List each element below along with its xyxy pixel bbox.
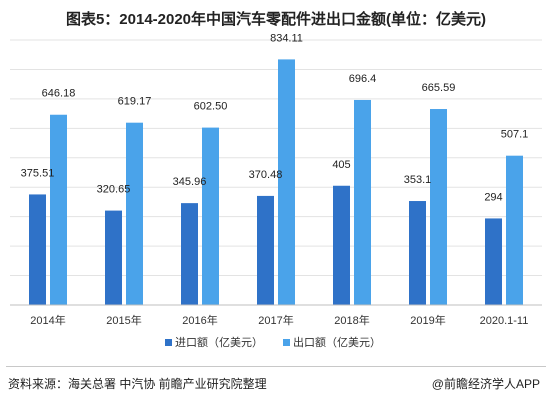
data-label: 370.48 xyxy=(249,169,283,181)
bar-export xyxy=(126,122,143,305)
legend-swatch xyxy=(283,339,290,346)
data-label: 345.96 xyxy=(173,176,207,188)
bar-import xyxy=(181,203,198,305)
legend: 进口额（亿美元） 出口额（亿美元） xyxy=(165,335,381,349)
bar-export xyxy=(202,127,219,305)
bar-import xyxy=(333,185,350,305)
bar-import xyxy=(29,194,46,305)
bars xyxy=(29,59,523,306)
legend-label: 进口额（亿美元） xyxy=(175,336,263,349)
bar-export xyxy=(506,155,523,305)
legend-swatch xyxy=(165,339,172,346)
data-label: 834.11 xyxy=(270,32,303,44)
data-label: 665.59 xyxy=(422,82,456,94)
x-tick-label: 2019年 xyxy=(410,313,445,327)
bar-export xyxy=(430,109,447,305)
x-tick-label: 2014年 xyxy=(30,313,65,327)
x-tick-label: 2016年 xyxy=(182,313,217,327)
x-tick-label: 2018年 xyxy=(334,313,369,327)
x-tick-label: 2020.1-11 xyxy=(480,315,529,327)
bar-export xyxy=(354,99,371,306)
data-label: 294 xyxy=(484,191,502,203)
data-labels: 375.51 320.65 345.96 370.48 405 353.1 294 646.1… xyxy=(21,32,529,203)
x-axis: 2014年 2015年 2016年 2017年 2018年 2019年 2020.1-11 xyxy=(10,304,542,327)
data-label: 602.50 xyxy=(194,101,228,113)
legend-label: 出口额（亿美元） xyxy=(293,335,381,349)
grid-lines xyxy=(10,39,542,277)
x-tick-label: 2017年 xyxy=(258,313,293,327)
bar-export xyxy=(278,59,295,306)
bar-export xyxy=(50,114,67,305)
x-tick-label: 2015年 xyxy=(106,313,141,327)
source-note: 资料来源：海关总署 中汽协 前瞻产业研究院整理 xyxy=(8,377,267,391)
data-label: 619.17 xyxy=(118,96,152,108)
data-label: 646.18 xyxy=(42,88,76,100)
data-label: 696.4 xyxy=(349,73,377,85)
bar-import xyxy=(105,210,122,305)
bar-import xyxy=(485,218,502,305)
data-label: 375.51 xyxy=(21,167,55,179)
bar-import xyxy=(409,201,426,305)
footer-divider xyxy=(6,366,546,367)
data-label: 405 xyxy=(332,159,350,171)
data-label: 320.65 xyxy=(97,184,131,196)
chart-title: 图表5：2014-2020年中国汽车零配件进出口金额(单位：亿美元) xyxy=(65,11,487,28)
data-label: 353.1 xyxy=(404,174,432,186)
data-label: 507.1 xyxy=(501,129,529,141)
brand-credit: @前瞻经济学人APP xyxy=(431,377,540,391)
bar-import xyxy=(257,195,274,305)
